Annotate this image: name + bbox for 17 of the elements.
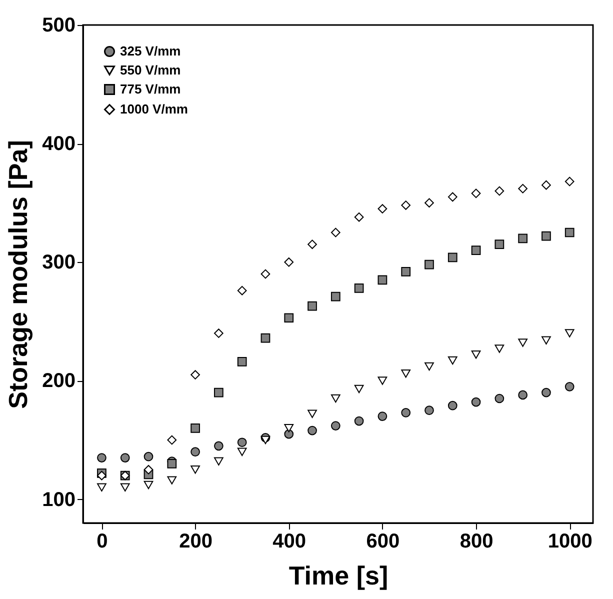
legend-label: 550 V/mm — [120, 62, 181, 78]
legend-label: 775 V/mm — [120, 82, 181, 96]
x-axis-title: Time [s] — [288, 560, 388, 590]
y-tick-label: 400 — [42, 133, 76, 156]
y-tick-label: 100 — [42, 488, 76, 511]
x-tick-label: 400 — [272, 530, 306, 552]
legend-label: 1000 V/mm — [120, 102, 188, 116]
x-tick-label: 200 — [179, 530, 212, 552]
legend-label: 325 V/mm — [120, 44, 181, 58]
x-tick-label: 1000 — [548, 530, 592, 552]
y-axis-title: Storage modulus [Pa] — [3, 140, 34, 409]
y-tick-label: 500 — [42, 14, 76, 36]
x-tick-label: 600 — [366, 530, 400, 552]
x-tick-label: 800 — [460, 530, 494, 552]
y-tick-label: 300 — [42, 252, 76, 274]
y-tick-label: 200 — [42, 370, 76, 392]
x-tick-label: 0 — [96, 530, 108, 552]
